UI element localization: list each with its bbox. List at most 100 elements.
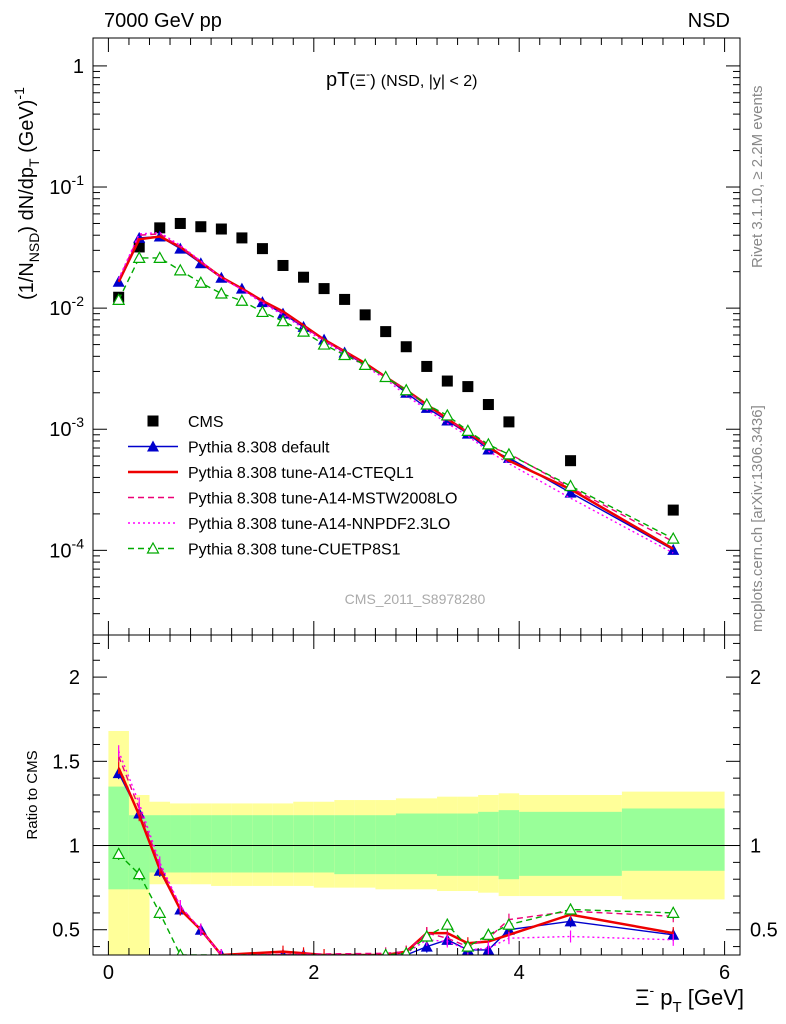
cms-point [482, 399, 494, 411]
ratio-y-tick-label: 2 [69, 667, 80, 689]
pythia-8-308-tune-cuetp8s1-point [358, 358, 372, 370]
uncertainty-band-inner [334, 815, 355, 875]
pythia-8-308-tune-cuetp8s1-point [440, 408, 454, 421]
uncertainty-band-inner [478, 811, 499, 876]
uncertainty-band-inner [190, 815, 212, 873]
cms-point [215, 223, 227, 235]
cms-point [380, 326, 392, 338]
pythia-8-308-tune-cuetp8s1-ratio-point [132, 867, 146, 880]
legend-label: Pythia 8.308 tune-A14-NNPDF2.3LO [188, 516, 450, 533]
pythia-8-308-tune-cuetp8s1-point [564, 479, 578, 492]
legend-label: Pythia 8.308 tune-CUETP8S1 [188, 542, 401, 559]
cms-point [256, 243, 268, 255]
pythia-8-308-tune-cuetp8s1-series [112, 251, 680, 544]
pythia-8-308-tune-cuetp8s1-ratio-point [153, 906, 167, 918]
pythia-8-308-tune-cuetp8s1-point [317, 337, 331, 350]
cms-point [441, 375, 453, 387]
pythia-8-308-tune-cuetp8s1-point [420, 397, 434, 410]
legend-entry-pythia-8-308-tune-cuetp8s1: Pythia 8.308 tune-CUETP8S1 [128, 542, 401, 559]
y-tick-label: 1 [73, 56, 84, 78]
cms-point [359, 309, 371, 321]
ratio-y-tick-label-right: 2 [750, 667, 761, 689]
pythia-8-308-tune-cuetp8s1-ratio-point [420, 929, 434, 942]
ratio-panel [92, 634, 741, 956]
energy-label: 7000 GeV pp [104, 10, 222, 32]
uncertainty-band-inner [621, 808, 725, 871]
source-label: mcplots.cern.ch [arXiv:1306.3436] [749, 405, 766, 632]
legend-label: CMS [188, 414, 224, 431]
y-tick-label: 10-4 [49, 535, 84, 562]
pythia-8-308-tune-cuetp8s1-ratio-point [440, 917, 454, 930]
cms-point [667, 504, 679, 516]
pythia-8-308-tune-cuetp8s1-point [502, 447, 516, 460]
cms-point [195, 221, 207, 233]
pythia-8-308-tune-cuetp8s1-point [214, 286, 228, 299]
pythia-8-308-tune-cuetp8s1-point [255, 305, 269, 318]
legend-entry-pythia-8-308-default: Pythia 8.308 default [128, 440, 330, 457]
pythia-8-308-tune-a14-cteql1-ratio-line [117, 767, 674, 955]
legend-entry-cms: CMS [147, 414, 224, 431]
uncertainty-band-inner [211, 815, 232, 873]
pythia-8-308-default-ratio-point [420, 940, 433, 952]
legend-marker [147, 415, 159, 427]
pythia-8-308-tune-cuetp8s1-point [112, 293, 126, 305]
cms-point [133, 241, 145, 253]
cms-point [298, 271, 310, 283]
pythia-8-308-tune-a14-nnpdf2-3lo-series [118, 231, 674, 554]
pythia-8-308-default-point [276, 307, 289, 319]
pythia-8-308-tune-cuetp8s1-point [461, 424, 475, 436]
ratio-panel-axes [93, 635, 740, 955]
cms-point [318, 283, 330, 295]
pythia-8-308-tune-cuetp8s1-ratio-point [112, 847, 126, 860]
uncertainty-band-inner [457, 813, 479, 876]
pythia-8-308-tune-cuetp8s1-point [194, 276, 208, 288]
x-tick-label: 0 [103, 962, 114, 984]
cms-series [113, 217, 679, 516]
uncertainty-band-inner [416, 813, 438, 875]
plot-title: pT(Ξ-) (NSD, |y| < 2) [326, 67, 478, 91]
pythia-8-308-tune-cuetp8s1-ratio-point [461, 939, 475, 952]
legend-label: Pythia 8.308 tune-A14-MSTW2008LO [188, 491, 457, 508]
cms-point [421, 360, 433, 372]
y-tick-label: 10-2 [49, 293, 84, 320]
pythia-8-308-tune-cuetp8s1-ratio-point [564, 902, 578, 915]
pythia-8-308-tune-cuetp8s1-point [297, 324, 311, 337]
pythia-8-308-tune-cuetp8s1-point [153, 251, 167, 263]
pythia-8-308-tune-cuetp8s1-line [118, 257, 674, 540]
uncertainty-band-inner [498, 810, 520, 880]
y-tick-label: 10-1 [49, 172, 84, 199]
uncertainty-band-inner [313, 815, 335, 873]
uncertainty-band-inner [293, 815, 314, 873]
legend-label: Pythia 8.308 tune-A14-CTEQL1 [188, 465, 414, 482]
cms-point [174, 217, 186, 229]
pythia-8-308-tune-cuetp8s1-ratio-point [481, 928, 495, 940]
pythia-8-308-tune-cuetp8s1-point [481, 437, 495, 450]
ratio-y-tick-label: 0.5 [52, 920, 80, 942]
pythia-8-308-tune-a14-cteql1-series [117, 235, 674, 550]
cms-point [462, 381, 474, 393]
cms-point [339, 293, 351, 305]
ratio-y-tick-label: 1.5 [52, 751, 80, 773]
rivet-label: Rivet 3.1.10, ≥ 2.2M events [749, 86, 766, 269]
pythia-8-308-tune-cuetp8s1-ratio-point [666, 906, 680, 918]
pythia-8-308-tune-cuetp8s1-point [338, 348, 352, 361]
uncertainty-band-inner [437, 813, 458, 876]
uncertainty-band-inner [108, 786, 129, 890]
pythia-8-308-tune-cuetp8s1-point [666, 531, 680, 544]
cms-point [236, 232, 248, 244]
pythia-8-308-default-point [667, 543, 680, 555]
pythia-8-308-default-point [564, 486, 577, 498]
x-tick-label: 4 [514, 962, 525, 984]
ratio-y-tick-label-right: 0.5 [750, 920, 778, 942]
pythia-8-308-tune-cuetp8s1-point [132, 251, 146, 263]
pythia-8-308-tune-cuetp8s1-ratio-point [401, 946, 411, 955]
legend-marker [147, 440, 159, 452]
legend-label: Pythia 8.308 default [188, 440, 330, 457]
cms-point [503, 416, 515, 428]
uncertainty-band-inner [375, 815, 396, 875]
uncertainty-band-inner [354, 815, 376, 875]
legend: CMS Pythia 8.308 default Pythia 8.308 tune… [128, 414, 457, 559]
pythia-8-308-tune-a14-cteql1-line [117, 235, 674, 550]
x-tick-label: 6 [719, 962, 730, 984]
pythia-8-308-default-ratio-point [564, 915, 577, 927]
